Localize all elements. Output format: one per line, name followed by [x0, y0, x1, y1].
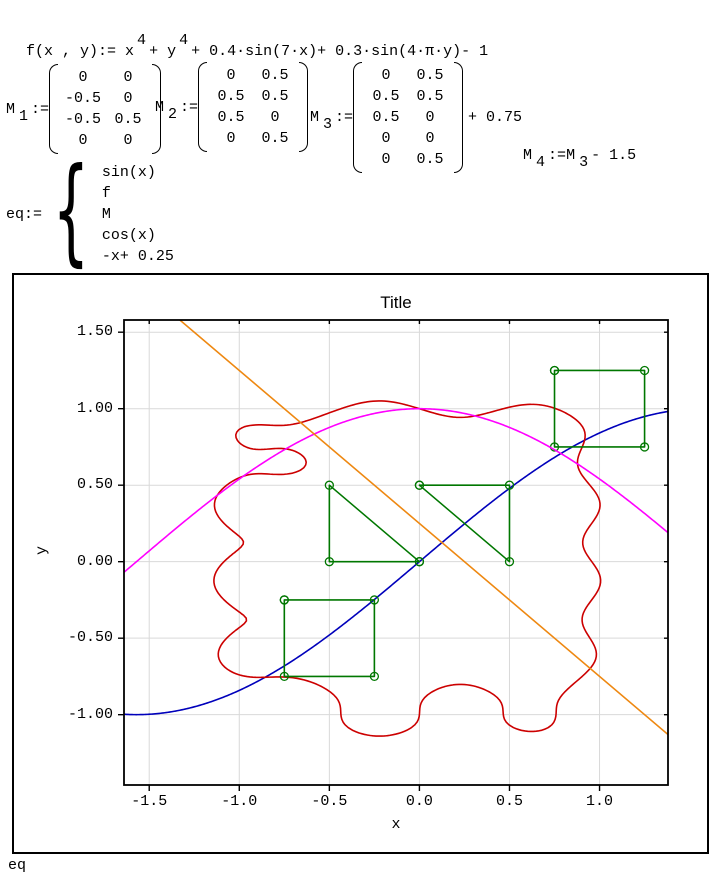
m3-name: M 3:=	[310, 109, 354, 133]
x-tick-label: -1.0	[221, 793, 258, 810]
eq-item: sin(x)	[101, 163, 156, 181]
matrix-cell: 0	[78, 132, 88, 149]
eq-name: eq:=	[6, 205, 43, 223]
eq-item: M	[101, 205, 111, 223]
x-tick-label: -1.5	[131, 793, 168, 810]
matrix-paren-right	[299, 62, 309, 152]
eq-brace: {	[52, 143, 90, 278]
m4-lhs-sub: 4	[536, 154, 546, 171]
matrix-cell: 0	[123, 90, 133, 107]
y-tick-label: 0.50	[76, 476, 113, 494]
matrix-cell: 0.5	[261, 130, 289, 147]
f-def-exponent-1: 4	[137, 32, 147, 49]
matrix-m4-definition[interactable]: M 4:=M 3- 1.5	[505, 126, 637, 171]
f-def-pre: f(x , y):= x	[26, 43, 135, 60]
matrix-cell: 0.5	[416, 88, 444, 105]
y-tick-label: -1.00	[67, 705, 113, 723]
eq-item: cos(x)	[101, 226, 156, 244]
matrix-paren-left	[49, 64, 59, 154]
matrix-cell: 0.5	[217, 109, 245, 126]
matrix-m1-definition[interactable]: M 1:= 0 0 -0.5 0 -0.5 0.5 0 0	[6, 64, 162, 154]
matrix-paren-right	[454, 62, 464, 173]
eq-item: -x+ 0.25	[101, 247, 174, 265]
matrix-m3-definition[interactable]: M 3:= 0 0.5 0.5 0.5 0.5 0 0 0 0 0.5 + 0.75	[310, 62, 522, 173]
matrix-cell: 0	[123, 69, 133, 86]
footer-eq-label[interactable]: eq	[8, 857, 27, 874]
matrix-cell: -0.5	[65, 90, 102, 107]
eq-definition[interactable]: eq:= { sin(x) f M cos(x) -x+ 0.25	[6, 143, 174, 278]
y-tick-label: 1.00	[76, 399, 113, 417]
matrix-paren-left	[353, 62, 363, 173]
y-tick-label: -0.50	[67, 629, 113, 647]
matrix-m2-definition[interactable]: M 2:= 0 0.5 0.5 0.5 0.5 0 0 0.5	[155, 62, 309, 152]
matrix-cell: 0.5	[372, 109, 400, 126]
matrix-cell: 0	[226, 130, 236, 147]
x-tick-label: 0.5	[495, 793, 523, 810]
m1-name: M 1:=	[6, 100, 50, 125]
x-axis-label: x	[391, 816, 401, 833]
eq-items: sin(x) f M cos(x) -x+ 0.25	[102, 162, 174, 267]
x-tick-label: -0.5	[311, 793, 348, 810]
matrix-cell: 0.5	[261, 88, 289, 105]
matrix-cell: 0	[78, 69, 88, 86]
y-tick-label: 1.50	[76, 323, 113, 341]
matrix-cell: 0.5	[261, 67, 289, 84]
m4-rhs-sub: 3	[579, 154, 589, 171]
matrix-cell: 0	[381, 151, 391, 168]
m4-rhs-rest: - 1.5	[591, 147, 637, 164]
f-def-mid: + y	[149, 43, 177, 60]
y-tick-label: 0.00	[76, 552, 113, 570]
eq-item: f	[101, 184, 111, 202]
m3-suffix: + 0.75	[468, 109, 523, 126]
m2-name: M 2:=	[155, 98, 199, 123]
f-def-exponent-2: 4	[179, 32, 189, 49]
x-tick-label: 0.0	[405, 793, 433, 810]
matrix-cell: 0	[425, 130, 435, 147]
matrix-cell: 0.5	[372, 88, 400, 105]
plot-panel[interactable]: Title x y -1.5 -1.0 -0.5 0.0 0.5 1.0 1.50 1.00 0…	[12, 273, 709, 854]
plot-title: Title	[380, 293, 412, 312]
matrix-cell: 0	[226, 67, 236, 84]
matrix-cell: -0.5	[65, 111, 102, 128]
matrix-cell: 0.5	[114, 111, 142, 128]
m4-assign: :=	[548, 147, 567, 164]
f-def-post: + 0.4·sin(7·x)+ 0.3·sin(4·π·y)- 1	[191, 43, 489, 60]
m2-grid: 0 0.5 0.5 0.5 0.5 0 0 0.5	[208, 62, 298, 152]
x-tick-label: 1.0	[586, 793, 614, 810]
m4-lhs: M	[523, 147, 533, 164]
m4-rhs: M	[566, 147, 576, 164]
matrix-cell: 0	[123, 132, 133, 149]
matrix-cell: 0	[381, 130, 391, 147]
matrix-cell: 0.5	[217, 88, 245, 105]
m3-grid: 0 0.5 0.5 0.5 0.5 0 0 0 0 0.5	[363, 62, 453, 173]
m1-grid: 0 0 -0.5 0 -0.5 0.5 0 0	[59, 64, 151, 154]
matrix-cell: 0	[270, 109, 280, 126]
matrix-cell: 0	[425, 109, 435, 126]
matrix-cell: 0.5	[416, 151, 444, 168]
matrix-cell: 0	[381, 67, 391, 84]
chart-canvas	[112, 308, 680, 797]
matrix-paren-left	[198, 62, 208, 152]
f-definition[interactable]: f(x , y):= x4+ y4+ 0.4·sin(7·x)+ 0.3·sin…	[8, 22, 488, 62]
matrix-cell: 0.5	[416, 67, 444, 84]
